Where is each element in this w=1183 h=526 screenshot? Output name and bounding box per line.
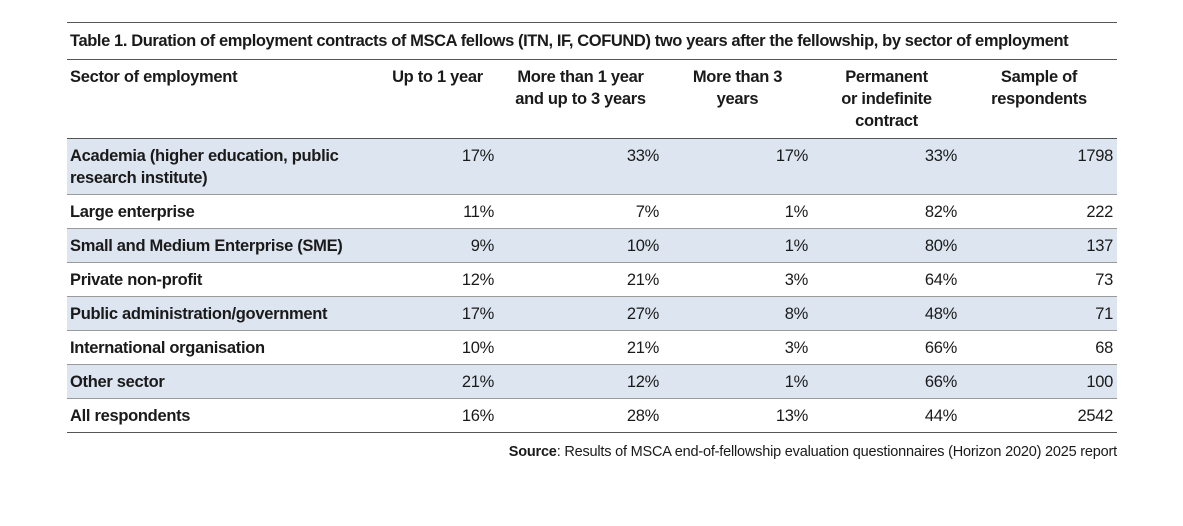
table-row: Private non-profit 12% 21% 3% 64% 73 xyxy=(67,262,1117,297)
table-caption: Table 1. Duration of employment contract… xyxy=(67,22,1117,60)
header-more-than-3-years: More than 3 years xyxy=(663,60,812,139)
cell-1-to-3-years: 33% xyxy=(498,138,663,195)
cell-1-to-3-years: 27% xyxy=(498,296,663,331)
header-sector: Sector of employment xyxy=(67,60,377,139)
header-row: Sector of employment Up to 1 year More t… xyxy=(67,60,1117,139)
table-row: Large enterprise 11% 7% 1% 82% 222 xyxy=(67,194,1117,229)
table-row: International organisation 10% 21% 3% 66… xyxy=(67,330,1117,365)
row-sector: International organisation xyxy=(67,330,377,365)
cell-1-to-3-years: 7% xyxy=(498,194,663,229)
cell-permanent: 64% xyxy=(812,262,961,297)
cell-up-to-1-year: 12% xyxy=(377,262,498,297)
cell-more-than-3-years: 1% xyxy=(663,364,812,399)
table-row: Public administration/government 17% 27%… xyxy=(67,296,1117,331)
cell-more-than-3-years: 8% xyxy=(663,296,812,331)
row-sector: Private non-profit xyxy=(67,262,377,297)
cell-permanent: 48% xyxy=(812,296,961,331)
header-up-to-1-year-text: Up to 1 year xyxy=(392,68,483,86)
cell-1-to-3-years: 12% xyxy=(498,364,663,399)
header-more-than-3-line1: More than 3 xyxy=(692,68,783,86)
header-permanent-line2: or indefinite xyxy=(841,90,932,108)
cell-sample: 73 xyxy=(961,262,1117,297)
cell-more-than-3-years: 3% xyxy=(663,262,812,297)
header-sample-line1: Sample of xyxy=(1000,68,1078,86)
header-up-to-1-year: Up to 1 year xyxy=(377,60,498,139)
cell-up-to-1-year: 17% xyxy=(377,296,498,331)
cell-up-to-1-year: 11% xyxy=(377,194,498,229)
cell-permanent: 66% xyxy=(812,364,961,399)
cell-sample: 71 xyxy=(961,296,1117,331)
cell-more-than-3-years: 13% xyxy=(663,398,812,433)
row-sector: All respondents xyxy=(67,398,377,433)
cell-up-to-1-year: 10% xyxy=(377,330,498,365)
cell-permanent: 66% xyxy=(812,330,961,365)
table-row: Small and Medium Enterprise (SME) 9% 10%… xyxy=(67,228,1117,263)
header-sector-text: Sector of employment xyxy=(70,68,238,86)
cell-permanent: 82% xyxy=(812,194,961,229)
header-1-to-3-years-line1: More than 1 year xyxy=(517,68,644,86)
table-figure: Table 1. Duration of employment contract… xyxy=(67,22,1117,460)
cell-1-to-3-years: 21% xyxy=(498,330,663,365)
cell-1-to-3-years: 28% xyxy=(498,398,663,433)
cell-sample: 2542 xyxy=(961,398,1117,433)
table-row: Other sector 21% 12% 1% 66% 100 xyxy=(67,364,1117,399)
header-permanent-line3: contract xyxy=(855,112,918,130)
row-sector: Small and Medium Enterprise (SME) xyxy=(67,228,377,263)
cell-up-to-1-year: 21% xyxy=(377,364,498,399)
cell-more-than-3-years: 1% xyxy=(663,194,812,229)
header-sample: Sample of respondents xyxy=(961,60,1117,139)
cell-sample: 100 xyxy=(961,364,1117,399)
row-sector: Large enterprise xyxy=(67,194,377,229)
header-permanent-line1: Permanent xyxy=(845,68,928,86)
contracts-table: Sector of employment Up to 1 year More t… xyxy=(67,60,1117,433)
source-note: Source: Results of MSCA end-of-fellowshi… xyxy=(67,444,1117,460)
cell-more-than-3-years: 17% xyxy=(663,138,812,195)
cell-sample: 137 xyxy=(961,228,1117,263)
cell-more-than-3-years: 1% xyxy=(663,228,812,263)
cell-up-to-1-year: 16% xyxy=(377,398,498,433)
cell-sample: 68 xyxy=(961,330,1117,365)
header-more-than-3-line2: years xyxy=(716,90,759,108)
header-sample-line2: respondents xyxy=(991,90,1087,108)
table-row: Academia (higher education, public resea… xyxy=(67,138,1117,195)
cell-permanent: 33% xyxy=(812,138,961,195)
table-header: Sector of employment Up to 1 year More t… xyxy=(67,60,1117,139)
header-1-to-3-years-line2: and up to 3 years xyxy=(515,90,646,108)
row-sector: Other sector xyxy=(67,364,377,399)
cell-1-to-3-years: 21% xyxy=(498,262,663,297)
row-sector: Academia (higher education, public resea… xyxy=(67,138,377,195)
cell-up-to-1-year: 9% xyxy=(377,228,498,263)
source-text: : Results of MSCA end-of-fellowship eval… xyxy=(556,443,1118,460)
table-row: All respondents 16% 28% 13% 44% 2542 xyxy=(67,398,1117,433)
table-body: Academia (higher education, public resea… xyxy=(67,138,1117,433)
cell-sample: 1798 xyxy=(961,138,1117,195)
cell-permanent: 80% xyxy=(812,228,961,263)
cell-more-than-3-years: 3% xyxy=(663,330,812,365)
row-sector: Public administration/government xyxy=(67,296,377,331)
cell-1-to-3-years: 10% xyxy=(498,228,663,263)
cell-up-to-1-year: 17% xyxy=(377,138,498,195)
header-permanent: Permanent or indefinite contract xyxy=(812,60,961,139)
header-1-to-3-years: More than 1 year and up to 3 years xyxy=(498,60,663,139)
source-label: Source xyxy=(508,443,557,460)
cell-sample: 222 xyxy=(961,194,1117,229)
cell-permanent: 44% xyxy=(812,398,961,433)
